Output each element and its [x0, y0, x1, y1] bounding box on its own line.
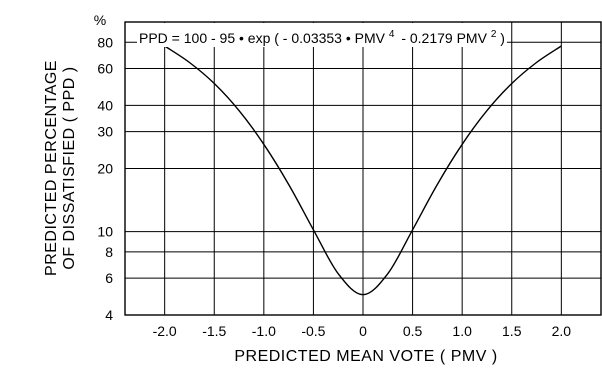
- x-tick-label: -1.0: [252, 323, 276, 339]
- x-tick-label: -0.5: [301, 323, 325, 339]
- y-tick-label: 80: [97, 34, 113, 50]
- x-tick-label: -2.0: [153, 323, 177, 339]
- equation-sup-4: 4: [389, 29, 395, 40]
- x-tick-label: 0: [359, 323, 367, 339]
- x-tick-label: 0.5: [403, 323, 423, 339]
- y-tick-label: 30: [97, 124, 113, 140]
- x-axis-label: PREDICTED MEAN VOTE ( PMV ): [234, 348, 497, 365]
- x-tick-label: 1.5: [502, 323, 522, 339]
- equation-prefix: PPD = 100 - 95 • exp ( - 0.03353 • PMV: [139, 30, 386, 46]
- x-tick-label: -1.5: [202, 323, 226, 339]
- x-tick-label: 2.0: [552, 323, 572, 339]
- equation: PPD = 100 - 95 • exp ( - 0.03353 • PMV 4…: [139, 24, 505, 46]
- x-tick-label: 1.0: [452, 323, 472, 339]
- vertical-gridlines: [164, 22, 562, 315]
- y-tick-label: 10: [97, 224, 113, 240]
- y-axis-label-line1: PREDICTED PERCENTAGE: [43, 60, 60, 276]
- plot-frame: [124, 21, 602, 316]
- y-tick-label: 20: [97, 161, 113, 177]
- x-tick-labels: -2.0 -1.5 -1.0 -0.5 0 0.5 1.0 1.5 2.0: [153, 323, 572, 339]
- equation-sup-2: 2: [491, 29, 497, 40]
- y-axis-label-line2: OF DISSATISFIED ( PPD ): [61, 66, 78, 269]
- y-tick-label: 4: [105, 307, 113, 323]
- equation-background: [137, 23, 507, 47]
- y-unit-label: %: [94, 12, 106, 28]
- equation-middle: - 0.2179 PMV: [401, 30, 487, 46]
- y-tick-label: 6: [105, 270, 113, 286]
- y-tick-label: 40: [97, 97, 113, 113]
- y-tick-labels: 4 6 8 10 20 30 40 60 80: [97, 34, 113, 323]
- y-tick-label: 8: [105, 244, 113, 260]
- y-tick-label: 60: [97, 60, 113, 76]
- ppd-curve: [164, 45, 562, 296]
- equation-suffix: ): [500, 30, 505, 46]
